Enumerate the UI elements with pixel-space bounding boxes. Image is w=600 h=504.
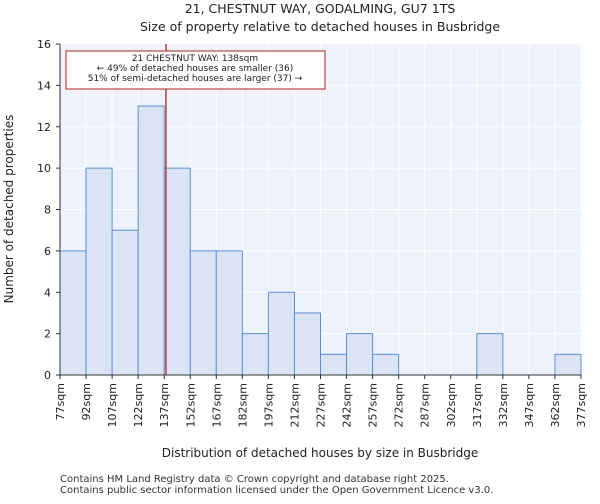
y-tick-label: 16: [37, 38, 51, 51]
x-tick-label: 92sqm: [80, 383, 93, 420]
x-tick-label: 272sqm: [393, 383, 406, 427]
bar-362sqm: [554, 353, 582, 376]
x-tick-label: 302sqm: [445, 383, 458, 427]
x-tick-label: 227sqm: [315, 383, 328, 427]
bar-212sqm: [293, 312, 322, 376]
x-tick-label: 362sqm: [549, 383, 562, 427]
bar-137sqm: [163, 167, 191, 376]
x-axis-label: Distribution of detached houses by size …: [162, 446, 479, 460]
bar-182sqm: [241, 333, 269, 376]
y-tick-label: 2: [44, 328, 51, 341]
x-tick-label: 257sqm: [367, 383, 380, 427]
x-tick-label: 107sqm: [106, 383, 119, 427]
annotation-line-3: 51% of semi-detached houses are larger (…: [88, 74, 303, 84]
annotation-line-2: ← 49% of detached houses are smaller (36…: [97, 64, 294, 74]
x-tick-label: 317sqm: [471, 383, 484, 427]
x-tick-label: 182sqm: [236, 383, 249, 427]
y-tick-label: 6: [44, 245, 51, 258]
bar-242sqm: [346, 333, 374, 376]
bar-122sqm: [137, 105, 165, 376]
x-tick-label: 332sqm: [497, 383, 510, 427]
y-tick-label: 8: [44, 204, 51, 217]
bar-227sqm: [320, 353, 348, 376]
y-tick-label: 0: [44, 369, 51, 382]
bar-107sqm: [111, 229, 139, 376]
bars: [59, 105, 582, 376]
x-tick-label: 212sqm: [288, 383, 301, 427]
chart-subtitle: Size of property relative to detached ho…: [140, 19, 500, 34]
x-tick-label: 287sqm: [419, 383, 432, 427]
y-tick-label: 4: [44, 286, 51, 299]
chart-title: 21, CHESTNUT WAY, GODALMING, GU7 1TS: [185, 1, 456, 16]
annotation-box-border: [65, 50, 326, 90]
x-tick-label: 197sqm: [262, 383, 275, 427]
bar-77sqm: [59, 250, 87, 376]
y-tick-label: 10: [37, 162, 51, 175]
bar-152sqm: [189, 250, 217, 376]
y-tick-label: 14: [37, 79, 51, 92]
x-tick-label: 347sqm: [523, 383, 536, 427]
annotation-line-1: 21 CHESTNUT WAY: 138sqm: [132, 54, 258, 64]
axes: 0 2 4 6 8 10 12 14 16 77sqm 92sqm 107sqm 122sqm 137sq…: [37, 38, 588, 427]
x-tick-label: 122sqm: [132, 383, 145, 427]
y-tick-label: 12: [37, 121, 51, 134]
x-tick-label: 167sqm: [210, 383, 223, 427]
x-tick-label: 242sqm: [341, 383, 354, 427]
y-axis-label: Number of detached properties: [2, 115, 16, 304]
x-tick-label: 137sqm: [158, 383, 171, 427]
bar-257sqm: [372, 353, 400, 376]
bar-317sqm: [476, 333, 504, 376]
x-tick-label: 152sqm: [184, 383, 197, 427]
footer-line-1: Contains HM Land Registry data © Crown c…: [60, 474, 449, 485]
footer-line-2: Contains public sector information licen…: [60, 485, 494, 496]
bar-197sqm: [267, 291, 295, 376]
bar-92sqm: [85, 167, 113, 376]
x-tick-label: 377sqm: [575, 383, 588, 427]
bar-167sqm: [215, 250, 243, 376]
annotation-box: 21 CHESTNUT WAY: 138sqm ← 49% of detache…: [65, 50, 326, 90]
x-tick-label: 77sqm: [54, 383, 67, 420]
